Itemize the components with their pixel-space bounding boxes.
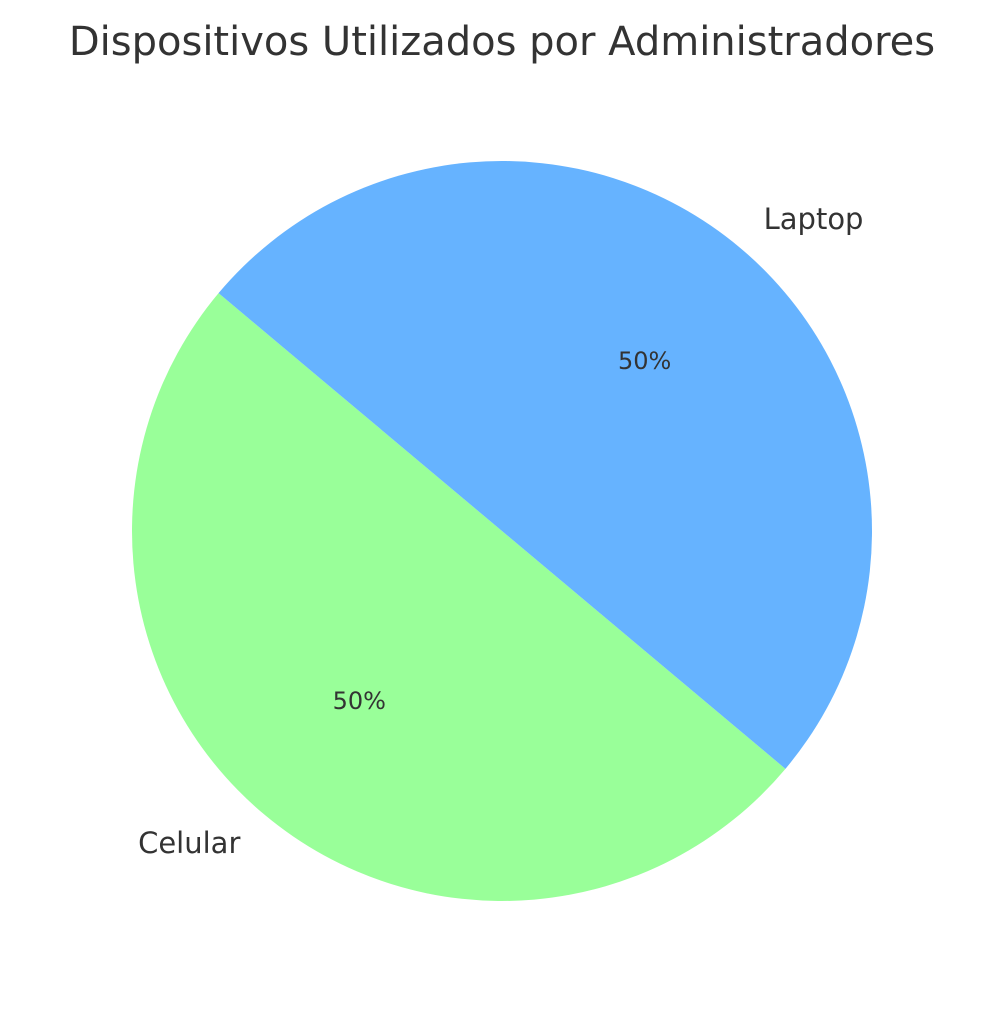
slice-label-celular: Celular <box>138 826 240 860</box>
chart-title: Dispositivos Utilizados por Administrado… <box>69 19 935 65</box>
pie-slices <box>132 160 873 901</box>
pie-slice-celular <box>132 293 786 901</box>
pie-slice-laptop <box>218 160 873 769</box>
slice-percent-celular: 50% <box>333 687 386 715</box>
slice-label-laptop: Laptop <box>764 202 864 236</box>
slice-percent-laptop: 50% <box>618 347 671 375</box>
pie-labels: Celular 50% Laptop 50% <box>138 202 863 860</box>
